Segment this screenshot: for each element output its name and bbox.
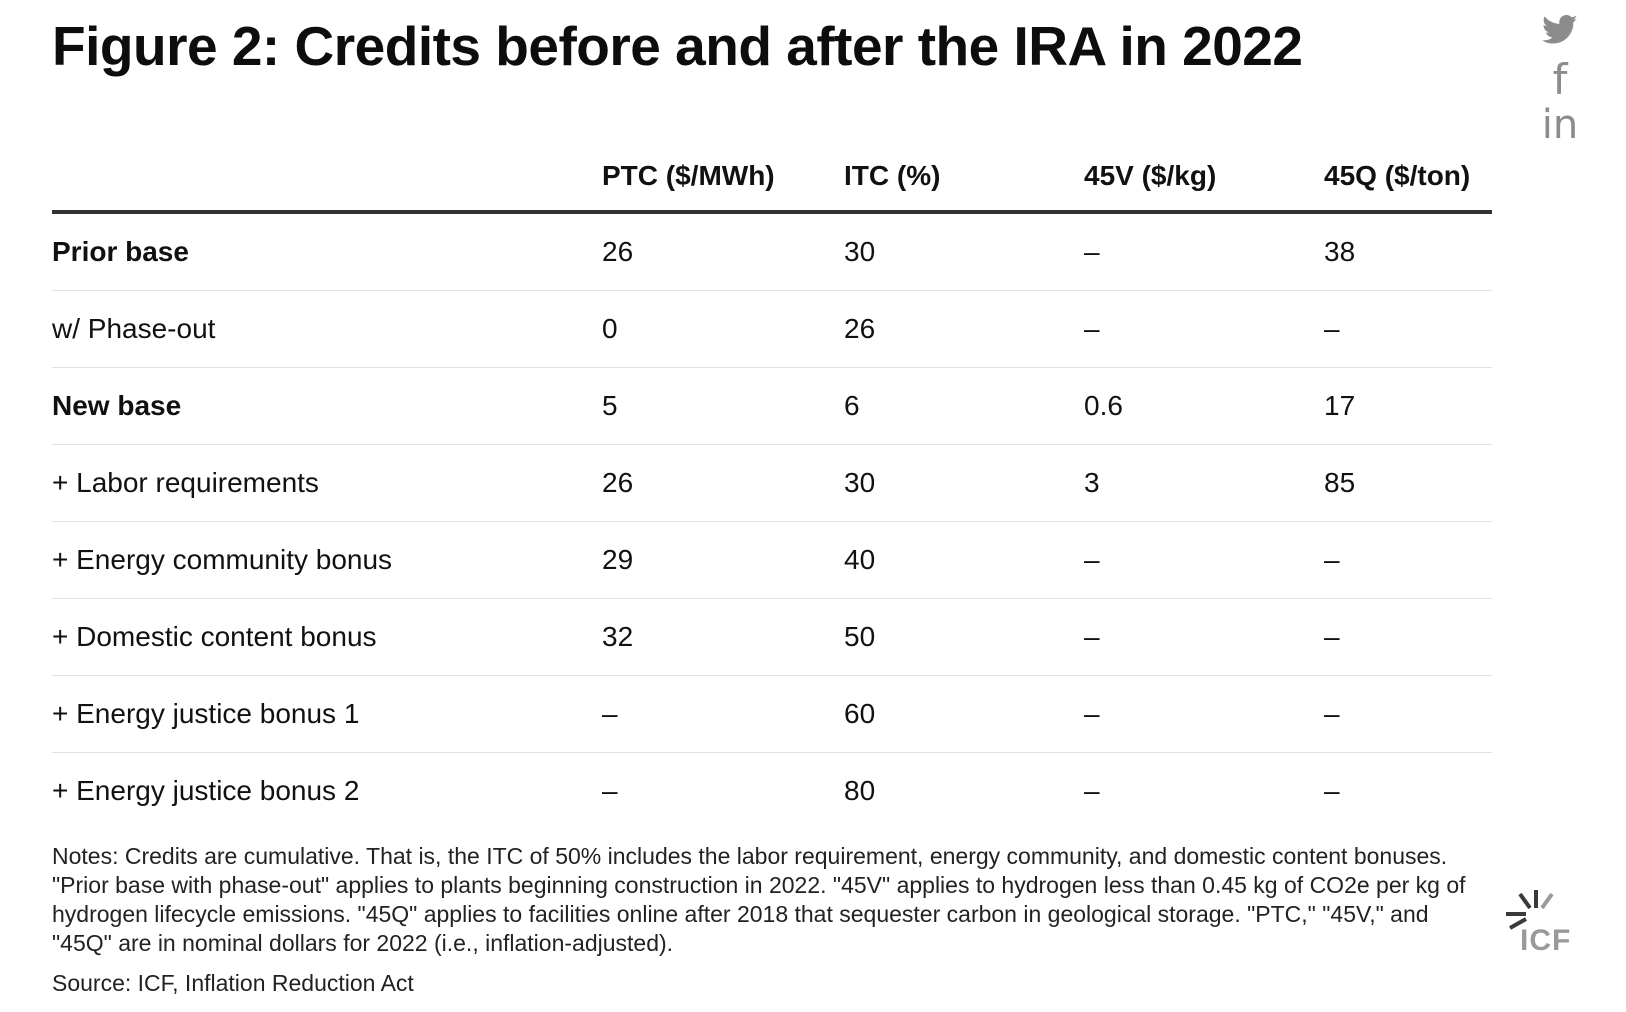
twitter-icon[interactable] [1530,14,1590,58]
table-cell: – [1324,521,1492,599]
table-cell: 32 [602,598,844,676]
row-label: New base [52,367,602,445]
table-row: w/ Phase-out 0 26– – [52,290,1492,368]
notes-text: Notes: Credits are cumulative. That is, … [52,843,1466,956]
table-cell: – [1324,775,1340,806]
table-row: + Labor requirements 26 30 3 85 [52,444,1492,522]
table-cell: 26 [844,290,1084,368]
row-label: w/ Phase-out [52,290,602,368]
table-cell: – [1084,675,1324,753]
icf-logo: ICF [1496,886,1592,958]
table-row: + Energy justice bonus 1–60– – [52,675,1492,753]
table-body: Prior base 26 30–38 w/ Phase-out 0 26– – New ba… [52,212,1492,829]
table-cell: – [1084,598,1324,676]
source-text: Source: ICF, Inflation Reduction Act [52,970,414,996]
table-row: Prior base 26 30–38 [52,212,1492,291]
table-cell: 30 [844,444,1084,522]
row-label: + Energy justice bonus 2 [52,775,360,806]
table-cell: 80 [844,775,876,806]
social-share-bar: f in [1530,14,1590,148]
table-cell: – [1084,290,1324,368]
table-row: + Energy justice bonus 2 – 80 – – [52,753,1492,830]
table-cell: – [602,675,844,753]
table-cell: 85 [1324,444,1492,522]
table-row: + Energy community bonus 29 40– – [52,521,1492,599]
table-cell: – [1324,675,1492,753]
table-cell: 26 [602,444,844,522]
table-cell: 50 [844,598,1084,676]
row-label: Prior base [52,212,602,291]
table-cell: – [1084,521,1324,599]
row-label: + Energy justice bonus 1 [52,675,602,753]
table-cell: 5 [602,367,844,445]
table-row: + Domestic content bonus 32 50– – [52,598,1492,676]
table-cell: 3 [1084,444,1324,522]
table-cell: 0 [602,290,844,368]
table-cell: 6 [844,367,1084,445]
table-cell: 26 [602,212,844,291]
table-cell: 60 [844,675,1084,753]
table-cell: 0.6 [1084,367,1324,445]
table-row: New base 5 6 0.6 17 [52,367,1492,445]
row-label: + Domestic content bonus [52,598,602,676]
table-cell: 29 [602,521,844,599]
linkedin-icon[interactable]: in [1541,102,1579,148]
table-cell: – [602,775,618,806]
credits-table: PTC ($/MWh) ITC (%) 45V ($/kg) 45Q ($/to… [52,120,1492,829]
table-cell: 38 [1324,212,1492,291]
page-title: Figure 2: Credits before and after the I… [52,15,1303,77]
icf-logo-icon [1506,890,1554,930]
column-header [52,120,602,214]
table-cell: 17 [1324,367,1492,445]
column-header-45v: 45V ($/kg) [1084,120,1324,214]
row-label: + Energy community bonus [52,521,602,599]
icf-logo-text: ICF [1520,924,1572,957]
row-label: + Labor requirements [52,444,602,522]
table-cell: 40 [844,521,1084,599]
facebook-icon[interactable]: f [1552,55,1568,104]
column-header-45q: 45Q ($/ton) [1324,120,1492,214]
column-header-itc: ITC (%) [844,120,1084,214]
table-cell: – [1084,775,1100,806]
table-cell: – [1324,598,1492,676]
column-header-ptc: PTC ($/MWh) [602,120,844,214]
table-cell: – [1324,290,1492,368]
table-cell: – [1084,212,1324,291]
table-header-row: PTC ($/MWh) ITC (%) 45V ($/kg) 45Q ($/to… [52,120,1492,214]
table-cell: 30 [844,212,1084,291]
